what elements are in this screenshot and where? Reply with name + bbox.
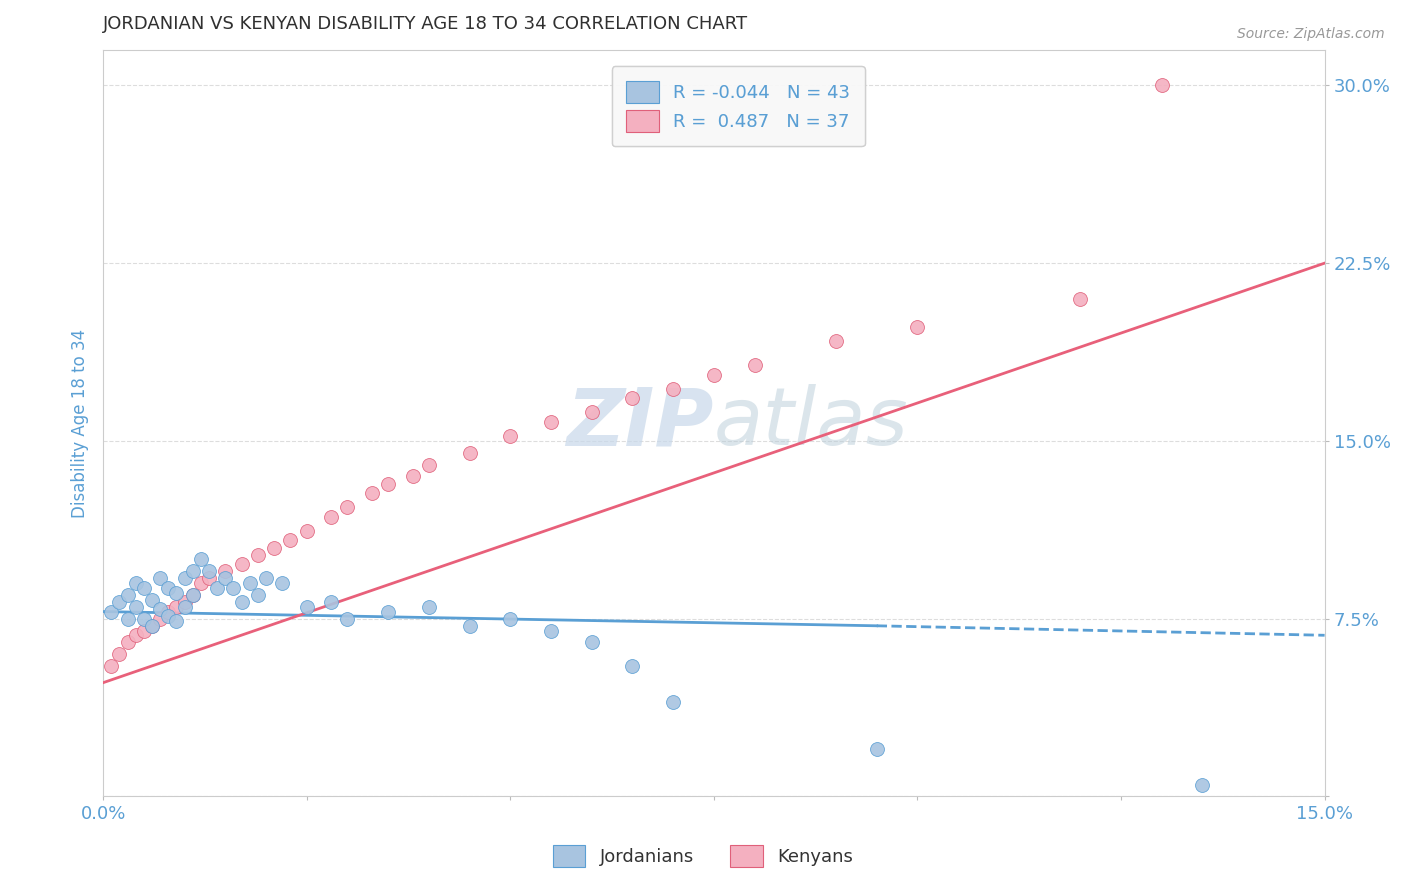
Point xyxy=(1191,778,1213,792)
Point xyxy=(360,486,382,500)
Point xyxy=(581,405,603,419)
Point xyxy=(263,541,285,555)
Legend: Jordanians, Kenyans: Jordanians, Kenyans xyxy=(546,838,860,874)
Point xyxy=(1150,78,1173,93)
Point xyxy=(149,602,172,616)
Point xyxy=(581,635,603,649)
Point xyxy=(117,635,139,649)
Point xyxy=(499,612,522,626)
Point xyxy=(100,605,122,619)
Point xyxy=(165,614,187,628)
Point xyxy=(132,581,155,595)
Point xyxy=(744,358,766,372)
Point xyxy=(149,571,172,585)
Point xyxy=(132,624,155,638)
Point xyxy=(132,612,155,626)
Point xyxy=(621,391,644,405)
Point xyxy=(540,415,562,429)
Point xyxy=(108,595,131,609)
Point xyxy=(214,571,236,585)
Point xyxy=(190,552,212,566)
Point xyxy=(499,429,522,443)
Point xyxy=(214,564,236,578)
Point xyxy=(271,576,294,591)
Point xyxy=(295,599,318,614)
Point xyxy=(231,595,253,609)
Point xyxy=(165,599,187,614)
Point xyxy=(141,619,163,633)
Point xyxy=(173,599,195,614)
Point xyxy=(280,533,302,548)
Point xyxy=(141,592,163,607)
Point xyxy=(181,588,204,602)
Text: JORDANIAN VS KENYAN DISABILITY AGE 18 TO 34 CORRELATION CHART: JORDANIAN VS KENYAN DISABILITY AGE 18 TO… xyxy=(103,15,748,33)
Legend: R = -0.044   N = 43, R =  0.487   N = 37: R = -0.044 N = 43, R = 0.487 N = 37 xyxy=(612,66,865,146)
Point xyxy=(621,659,644,673)
Point xyxy=(190,576,212,591)
Point xyxy=(662,382,685,396)
Point xyxy=(205,581,228,595)
Y-axis label: Disability Age 18 to 34: Disability Age 18 to 34 xyxy=(72,328,89,517)
Point xyxy=(165,585,187,599)
Point xyxy=(231,557,253,571)
Point xyxy=(418,458,440,472)
Point xyxy=(1069,292,1091,306)
Point xyxy=(540,624,562,638)
Point xyxy=(246,588,269,602)
Point xyxy=(181,588,204,602)
Point xyxy=(117,588,139,602)
Point xyxy=(246,548,269,562)
Point xyxy=(173,595,195,609)
Point xyxy=(662,695,685,709)
Point xyxy=(907,320,929,334)
Point xyxy=(321,595,343,609)
Point xyxy=(377,605,399,619)
Point xyxy=(100,659,122,673)
Point xyxy=(125,576,148,591)
Point xyxy=(108,647,131,661)
Point xyxy=(157,609,180,624)
Point xyxy=(336,500,359,515)
Point xyxy=(458,619,481,633)
Point xyxy=(401,469,423,483)
Point xyxy=(125,628,148,642)
Point xyxy=(321,509,343,524)
Point xyxy=(149,612,172,626)
Point xyxy=(181,564,204,578)
Point xyxy=(866,742,889,756)
Point xyxy=(377,476,399,491)
Point xyxy=(157,581,180,595)
Point xyxy=(458,446,481,460)
Text: Source: ZipAtlas.com: Source: ZipAtlas.com xyxy=(1237,27,1385,41)
Point xyxy=(336,612,359,626)
Text: atlas: atlas xyxy=(714,384,908,462)
Point xyxy=(198,564,221,578)
Point xyxy=(157,605,180,619)
Point xyxy=(825,334,848,349)
Point xyxy=(173,571,195,585)
Point xyxy=(295,524,318,538)
Point xyxy=(703,368,725,382)
Point xyxy=(418,599,440,614)
Text: ZIP: ZIP xyxy=(567,384,714,462)
Point xyxy=(198,571,221,585)
Point xyxy=(239,576,262,591)
Point xyxy=(117,612,139,626)
Point xyxy=(254,571,277,585)
Point xyxy=(222,581,245,595)
Point xyxy=(141,619,163,633)
Point xyxy=(125,599,148,614)
